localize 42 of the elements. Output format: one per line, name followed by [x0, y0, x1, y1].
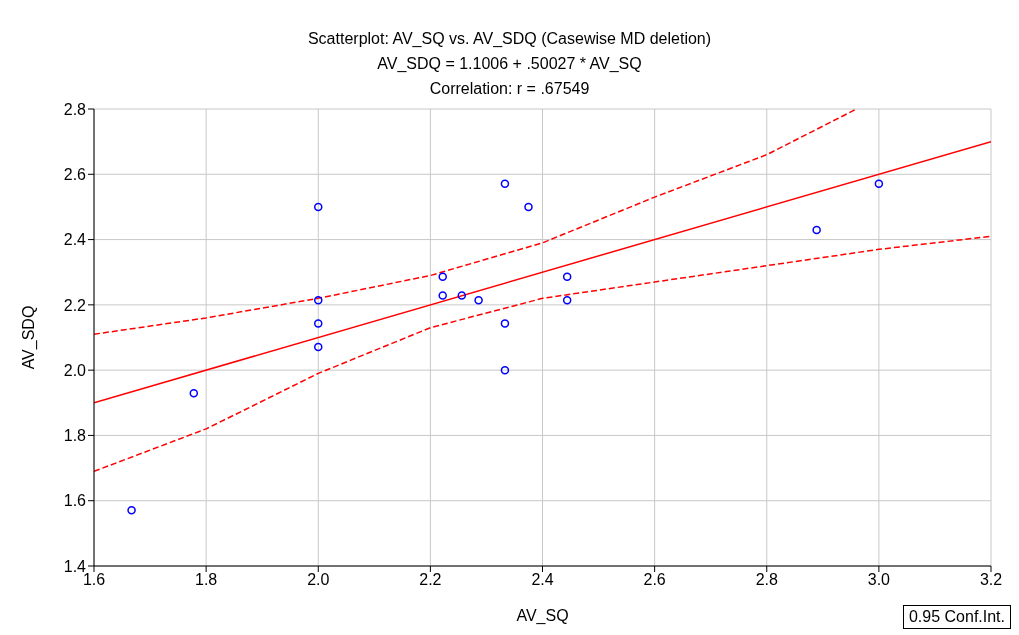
y-tick-label: 1.6 — [63, 492, 87, 510]
point — [474, 296, 483, 305]
y-tick-label: 2.8 — [63, 100, 87, 118]
text: 0.95 Conf.Int. — [902, 605, 1011, 629]
point — [438, 291, 447, 300]
point — [314, 202, 323, 212]
text: Correlation: r = .67549 — [428, 79, 591, 99]
y-tick-label: 2.2 — [63, 296, 87, 314]
point — [874, 179, 884, 188]
point — [812, 225, 821, 235]
line-series — [94, 109, 858, 335]
point — [314, 296, 323, 305]
point — [500, 319, 510, 328]
x-tick-label: 2.6 — [643, 571, 666, 589]
point — [314, 342, 323, 352]
point — [127, 505, 136, 515]
x-tick-label: 1.8 — [195, 571, 218, 589]
point — [457, 291, 467, 300]
x-tick-label: 3.2 — [979, 571, 1003, 589]
chart-subtitle: AV_SDQ = 1.1006 + .50027 * AV_SQ — [376, 54, 643, 74]
point — [314, 319, 323, 328]
y-tick-label: 1.8 — [63, 427, 87, 445]
x-tick-label: 2.8 — [755, 571, 778, 589]
point — [562, 272, 572, 282]
x-tick-label: 3.0 — [867, 571, 891, 589]
point — [524, 202, 533, 212]
y-tick-label: 2.6 — [63, 165, 87, 183]
point — [562, 296, 572, 305]
chart-title: Scatterplot: AV_SQ vs. AV_SDQ (Casewise MD deletion) — [306, 29, 713, 49]
point — [189, 389, 199, 398]
x-tick-label: 2.4 — [531, 571, 554, 589]
line-series — [94, 235, 991, 473]
y-tick-label: 2.0 — [63, 361, 87, 379]
y-axis-title: AV_SDQ — [19, 305, 38, 370]
x-tick-label: 2.0 — [307, 571, 330, 589]
x-tick-label: 2.2 — [419, 571, 442, 589]
x-tick-label: 1.6 — [82, 571, 106, 589]
y-tick-label: 2.4 — [63, 231, 87, 249]
x-axis-title: AV_SQ — [516, 607, 569, 625]
point — [500, 365, 510, 375]
point — [438, 272, 447, 282]
point — [500, 179, 510, 188]
